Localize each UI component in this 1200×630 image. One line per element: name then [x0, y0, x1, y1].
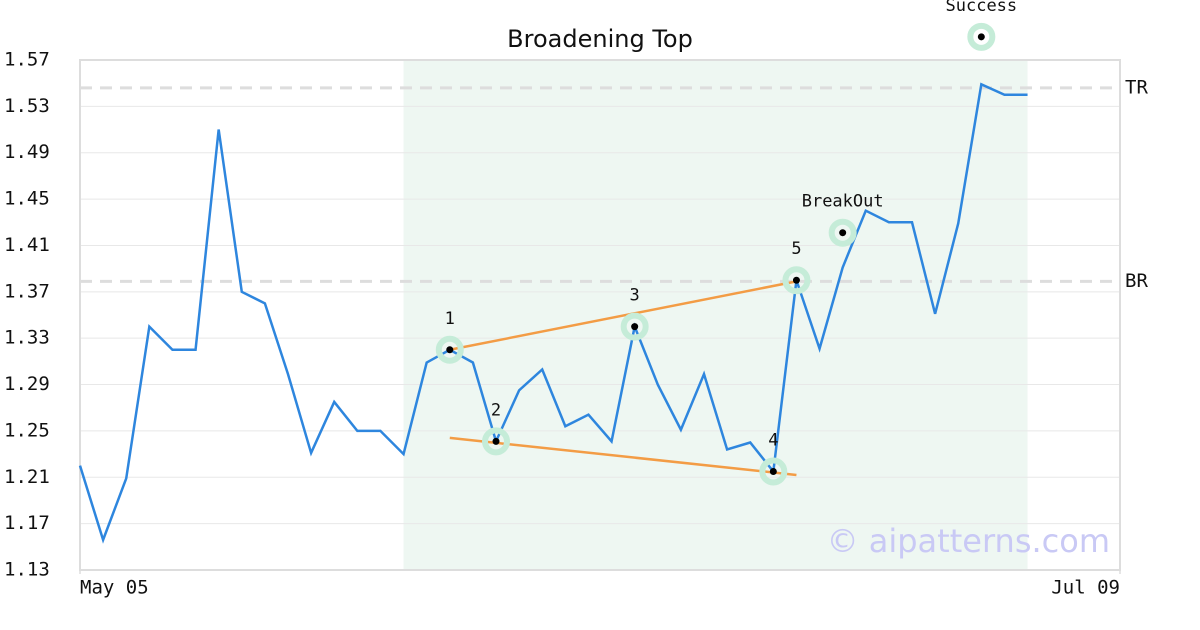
pattern-zone: [403, 60, 1028, 570]
marker-label: 2: [491, 400, 501, 420]
y-tick-label: 1.45: [4, 188, 50, 210]
marker-dot: [492, 437, 500, 445]
marker-label: Success: [946, 0, 1018, 16]
marker-ring: [482, 427, 510, 456]
marker-ring: [782, 266, 811, 295]
marker-dot: [839, 229, 847, 237]
y-tick-label: 1.41: [4, 234, 50, 256]
level-label: TR: [1125, 76, 1148, 98]
marker-label: 4: [768, 430, 778, 450]
marker-dot: [446, 346, 454, 354]
marker-ring: [435, 335, 464, 364]
y-tick-label: 1.25: [4, 419, 50, 441]
watermark: © aipatterns.com: [827, 522, 1110, 560]
level-label: BR: [1125, 270, 1148, 292]
marker-ring: [967, 22, 996, 51]
y-tick-label: 1.49: [4, 141, 50, 163]
marker-dot: [631, 323, 639, 331]
y-tick-label: 1.21: [4, 466, 50, 488]
y-tick-label: 1.37: [4, 280, 50, 302]
y-tick-label: 1.53: [4, 95, 50, 117]
y-tick-label: 1.33: [4, 327, 50, 349]
price-line: [78, 82, 1028, 544]
marker-label: BreakOut: [802, 192, 884, 212]
marker-dot: [792, 276, 800, 284]
y-tick-label: 1.13: [4, 559, 50, 581]
y-tick-label: 1.29: [4, 373, 50, 395]
marker-ring: [828, 218, 857, 247]
y-tick-label: 1.57: [4, 49, 50, 71]
marker-ring: [759, 457, 788, 486]
chart-title: Broadening Top: [507, 25, 693, 53]
plot-border: [79, 59, 1121, 571]
marker-label: 5: [791, 239, 801, 259]
marker-label: 3: [630, 286, 640, 306]
marker-dot: [769, 467, 777, 475]
marker-label: 1: [445, 309, 455, 329]
trend-line: [449, 280, 797, 351]
x-tick-label: May 05: [80, 577, 149, 599]
marker-ring: [620, 312, 649, 341]
x-tick-label: Jul 09: [1051, 577, 1120, 599]
y-tick-label: 1.17: [4, 512, 50, 534]
marker-dot: [977, 33, 985, 41]
